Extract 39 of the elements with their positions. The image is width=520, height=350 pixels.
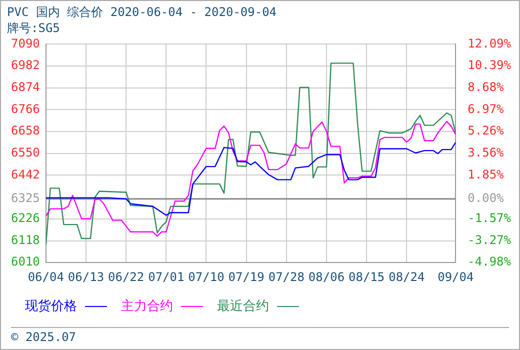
x-tick-label: 09/04	[438, 270, 474, 284]
chart-title: PVC 国内 综合价 2020-06-04 - 2020-09-04	[7, 4, 277, 21]
y-tick-label: 6658	[10, 124, 40, 138]
x-tick-label: 07/28	[268, 270, 304, 284]
x-tick-label: 07/19	[228, 270, 264, 284]
y-tick-label: 6982	[10, 58, 40, 72]
x-tick-label: 08/24	[388, 270, 425, 284]
y2-tick-label: 1.85%	[468, 167, 505, 182]
x-tick-label: 06/13	[68, 270, 104, 284]
legend-label: 主力合约	[121, 298, 173, 315]
y-tick-label: 6766	[10, 102, 40, 116]
y2-tick-label: 10.39%	[468, 58, 512, 72]
x-tick-label: 07/01	[148, 270, 184, 284]
x-tick-label: 06/04	[28, 270, 64, 284]
y2-tick-label: -1.57%	[468, 211, 512, 226]
chart-subtitle: 牌号:SG5	[7, 20, 60, 37]
x-tick-label: 06/22	[108, 270, 144, 284]
y-tick-label: 6874	[10, 80, 40, 94]
x-tick-label: 07/10	[188, 270, 224, 284]
y2-tick-label: 6.97%	[468, 102, 505, 116]
y-tick-label: 6226	[10, 211, 40, 226]
y-tick-label: 6442	[10, 167, 40, 182]
y2-tick-label: 3.56%	[468, 145, 505, 160]
y2-tick-label: 8.68%	[468, 80, 505, 94]
y-tick-label: 6550	[10, 146, 40, 160]
legend-label: 现货价格	[25, 298, 77, 315]
legend-label: 最近合约	[217, 298, 269, 315]
y2-tick-label: -3.27%	[468, 232, 512, 247]
y2-tick-label: 5.26%	[468, 124, 505, 138]
y2-tick-label: 12.09%	[468, 36, 512, 50]
y-tick-label: 6325	[10, 191, 40, 206]
y-tick-label: 6118	[10, 232, 40, 247]
y2-tick-label: -4.98%	[468, 254, 512, 269]
y-tick-label: 7090	[10, 36, 40, 50]
x-tick-label: 08/15	[348, 270, 385, 284]
text: © 2025.07	[11, 330, 76, 344]
y-tick-label: 6010	[10, 254, 40, 269]
x-tick-label: 08/06	[308, 270, 345, 284]
y2-tick-label: 0.00%	[468, 191, 505, 206]
